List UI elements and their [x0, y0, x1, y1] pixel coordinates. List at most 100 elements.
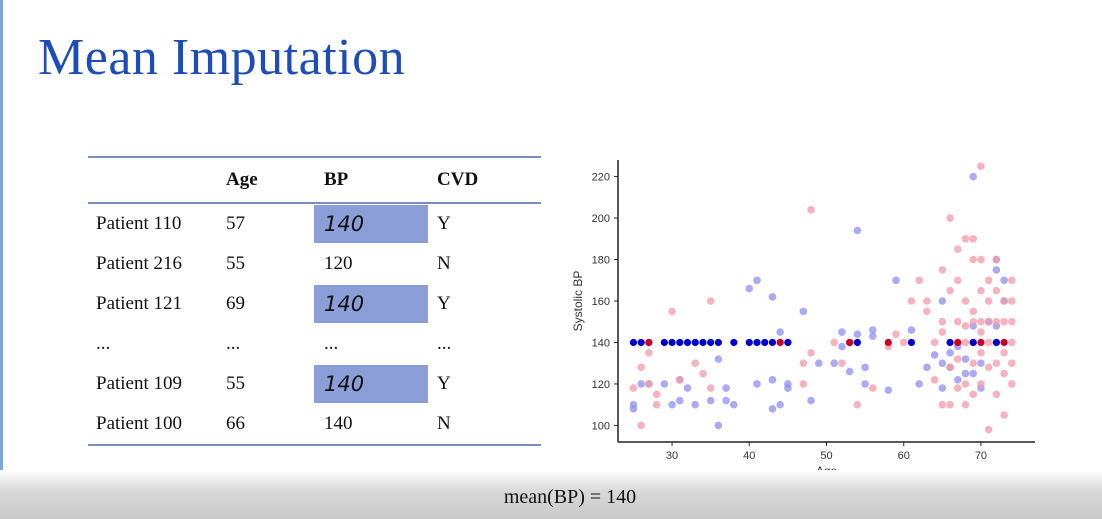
data-point: [953, 355, 962, 363]
imputed-data-point: [676, 338, 684, 347]
age-cell: ...: [226, 333, 241, 354]
x-tick-label: 60: [898, 450, 910, 462]
data-point: [869, 332, 877, 341]
data-point: [892, 330, 900, 338]
header-cell-bp: BP: [324, 169, 349, 190]
data-point: [961, 369, 970, 378]
data-point: [953, 384, 962, 392]
data-point: [1008, 338, 1016, 347]
data-point: [776, 328, 784, 336]
header-cell-age: Age: [226, 169, 258, 190]
data-point: [838, 328, 846, 336]
cvd-cell: Y: [437, 293, 451, 314]
bp-cell: ...: [324, 333, 339, 354]
age-cell: 69: [226, 293, 245, 314]
data-point: [675, 375, 684, 384]
data-point: [1008, 380, 1016, 388]
bp-cell: 140: [314, 364, 437, 404]
header-cell-cvd: CVD: [437, 169, 479, 190]
data-point: [861, 363, 869, 372]
data-point: [830, 338, 839, 347]
data-point: [977, 255, 985, 264]
data-point: [869, 384, 877, 392]
data-point: [930, 351, 939, 359]
data-point: [992, 255, 1001, 264]
cvd-cell: Y: [437, 373, 451, 394]
imputed-data-point: [768, 338, 777, 347]
data-point: [977, 380, 985, 388]
data-point: [961, 234, 970, 243]
data-point: [668, 400, 676, 409]
data-point: [961, 338, 970, 347]
imputed-data-point: [753, 338, 761, 347]
data-point: [675, 396, 684, 405]
patient-cell: Patient 121: [96, 293, 183, 314]
patient-cell: Patient 110: [96, 213, 182, 234]
imputed-data-point: [969, 338, 977, 347]
data-point: [977, 162, 985, 171]
data-point: [714, 421, 723, 430]
data-point: [984, 317, 993, 326]
patient-cell: ...: [96, 333, 111, 354]
data-point: [853, 330, 862, 338]
data-point: [637, 380, 645, 388]
table-row: ... ... ... ...: [88, 324, 541, 364]
data-point: [1000, 349, 1008, 357]
data-point: [807, 396, 815, 405]
data-point: [1000, 317, 1008, 326]
data-point: [992, 317, 1001, 326]
data-point: [668, 307, 676, 316]
imputed-data-point: [629, 338, 638, 347]
data-point: [637, 421, 645, 430]
data-point: [845, 367, 854, 376]
data-point: [753, 380, 761, 388]
imputed-data-point: [645, 338, 653, 347]
patient-cell: Patient 100: [96, 413, 183, 434]
data-point: [853, 400, 862, 409]
data-point: [992, 359, 1001, 368]
data-point: [953, 375, 962, 384]
imputed-data-point: [691, 338, 699, 347]
data-point: [884, 386, 893, 394]
data-point: [861, 380, 869, 388]
y-tick-label: 220: [592, 172, 610, 184]
imputed-data-point: [699, 338, 707, 347]
imputed-data-point: [884, 338, 892, 347]
bp-cell: 120: [324, 253, 353, 274]
data-point: [961, 380, 970, 388]
data-point: [938, 384, 947, 392]
data-point: [722, 384, 730, 392]
data-point: [799, 307, 808, 316]
patient-cell: Patient 109: [96, 373, 183, 394]
imputed-data-point: [660, 338, 668, 347]
data-point: [706, 396, 715, 405]
data-point: [984, 276, 993, 285]
data-point: [683, 384, 692, 392]
imputed-data-point: [761, 338, 769, 347]
data-point: [830, 359, 839, 368]
chart-points: [629, 162, 1016, 434]
imputed-data-point: [954, 338, 962, 347]
data-point: [938, 317, 947, 326]
x-tick-label: 40: [743, 450, 755, 462]
imputed-data-point: [668, 338, 676, 347]
data-point: [930, 338, 939, 347]
data-point: [799, 380, 808, 388]
data-point: [768, 375, 777, 384]
imputed-data-point: [683, 338, 692, 347]
y-tick-label: 180: [592, 255, 610, 267]
data-point: [969, 369, 978, 378]
imputed-data-point: [714, 338, 722, 347]
data-point: [652, 390, 661, 399]
data-point: [691, 400, 700, 409]
data-point: [691, 359, 700, 368]
imputed-data-point: [730, 338, 738, 347]
data-point: [969, 390, 978, 399]
patient-table: Age BP CVD Patient 110 57 140 Y Patient …: [88, 156, 541, 446]
data-point: [745, 284, 754, 293]
data-point: [660, 380, 669, 388]
data-point: [1000, 297, 1008, 305]
age-cell: 55: [226, 253, 245, 274]
data-point: [930, 375, 939, 384]
scatter-chart: 3040506070100120140160180200220AgeSystol…: [560, 150, 1050, 480]
